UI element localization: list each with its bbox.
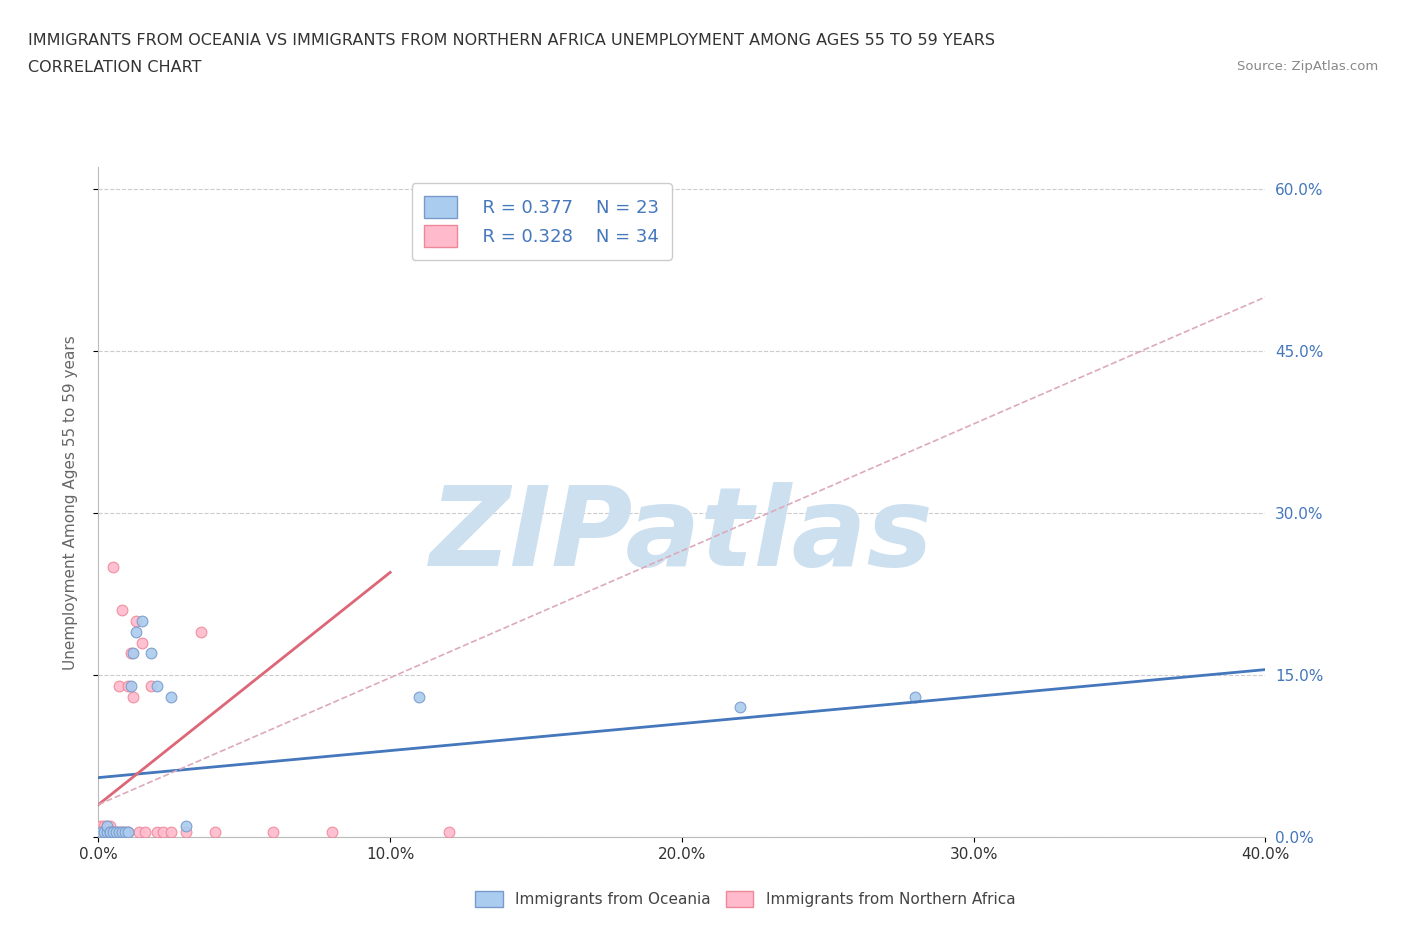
Legend: Immigrants from Oceania, Immigrants from Northern Africa: Immigrants from Oceania, Immigrants from… [470,884,1021,913]
Point [117,678,139,693]
Point [111,824,134,839]
Point [98,824,121,839]
Point [134,824,156,839]
Point [114,824,136,839]
Point [125,624,148,639]
Point [125,614,148,629]
Point [160,689,183,704]
Point [904,689,927,704]
Text: Source: ZipAtlas.com: Source: ZipAtlas.com [1237,60,1378,73]
Point [96,818,118,833]
Point [98,818,121,833]
Legend:   R = 0.377    N = 23,   R = 0.328    N = 34: R = 0.377 N = 23, R = 0.328 N = 34 [412,183,672,259]
Point [90,824,112,839]
Point [108,678,131,693]
Point [146,678,169,693]
Point [437,824,460,839]
Point [122,689,145,704]
Point [117,824,139,839]
Point [728,700,751,715]
Point [128,824,150,839]
Point [122,646,145,661]
Text: IMMIGRANTS FROM OCEANIA VS IMMIGRANTS FROM NORTHERN AFRICA UNEMPLOYMENT AMONG AG: IMMIGRANTS FROM OCEANIA VS IMMIGRANTS FR… [28,33,995,47]
Point [408,689,430,704]
Point [152,824,174,839]
Text: ZIPatlas: ZIPatlas [430,482,934,590]
Point [98,824,121,839]
Point [111,603,134,618]
Point [174,824,197,839]
Point [114,824,136,839]
Point [104,824,127,839]
Point [108,824,131,839]
Point [96,824,118,839]
Point [90,824,112,839]
Point [111,824,134,839]
Point [262,824,284,839]
Point [101,824,124,839]
Point [139,646,162,661]
Text: CORRELATION CHART: CORRELATION CHART [28,60,201,75]
Point [120,646,142,661]
Point [190,624,212,639]
Point [117,824,139,839]
Point [204,824,226,839]
Point [101,560,124,575]
Point [120,678,142,693]
Point [93,818,115,833]
Point [93,824,115,839]
Y-axis label: Unemployment Among Ages 55 to 59 years: Unemployment Among Ages 55 to 59 years [63,335,77,670]
Point [104,824,127,839]
Point [108,824,131,839]
Point [131,635,153,650]
Point [96,824,118,839]
Point [90,818,112,833]
Point [139,678,162,693]
Point [98,824,121,839]
Point [146,824,169,839]
Point [96,818,118,833]
Point [131,614,153,629]
Point [101,824,124,839]
Point [174,818,197,833]
Point [93,824,115,839]
Point [160,824,183,839]
Point [321,824,343,839]
